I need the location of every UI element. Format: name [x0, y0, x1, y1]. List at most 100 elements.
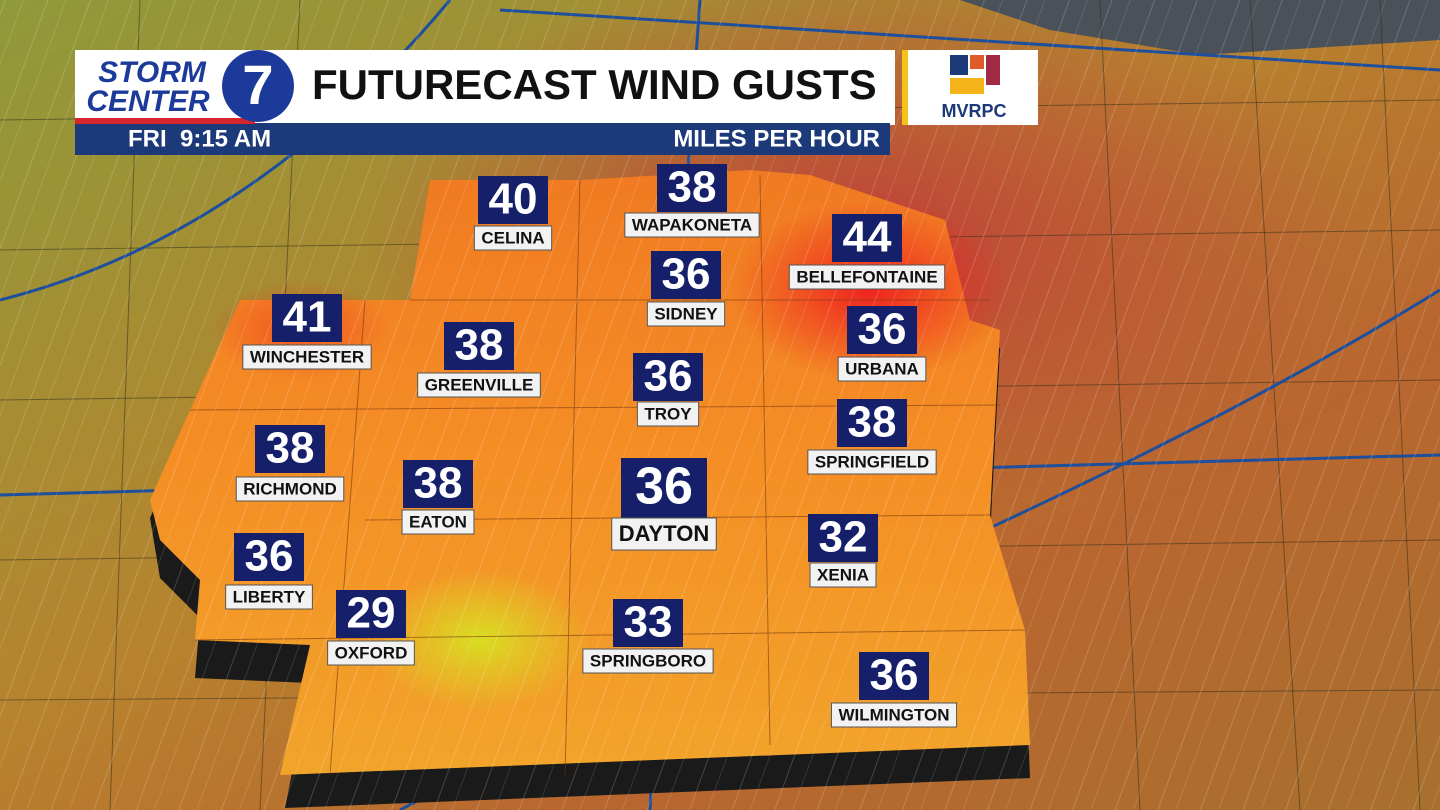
gust-value: 29 — [347, 589, 396, 638]
city-name-box — [242, 344, 372, 370]
units: MILES PER HOUR — [673, 125, 880, 152]
title: FUTURECAST WIND GUSTS — [312, 61, 877, 108]
gust-value: 36 — [662, 250, 711, 299]
logo-bottom: CENTER — [86, 85, 210, 118]
gust-box — [234, 533, 304, 581]
city-label: 38 EATON — [401, 459, 475, 535]
gust-box — [633, 353, 703, 401]
city-name-box — [225, 584, 313, 610]
city-name: SPRINGBORO — [590, 651, 706, 670]
subtitle-bar — [75, 123, 890, 155]
gust-box — [272, 294, 342, 342]
logo-stripe — [75, 118, 255, 124]
city-label: 40 CELINA — [473, 175, 553, 251]
city-name: RICHMOND — [243, 479, 337, 498]
gust-box — [613, 599, 683, 647]
city-label: 41 WINCHESTER — [242, 293, 372, 370]
gust-value: 36 — [870, 651, 919, 700]
gust-box — [837, 399, 907, 447]
gust-value: 38 — [414, 459, 463, 508]
header: STORM CENTER 7 FUTURECAST WIND GUSTS MVR… — [75, 50, 1038, 155]
city-name: EATON — [409, 512, 467, 531]
partner-name: MVRPC — [941, 101, 1006, 121]
city-name-box — [327, 640, 415, 666]
city-name-box — [807, 449, 937, 475]
gust-value: 44 — [843, 213, 892, 262]
gust-value: 38 — [668, 163, 717, 212]
city-name-box — [636, 401, 700, 427]
city-name: TROY — [644, 404, 692, 423]
gust-value: 38 — [455, 321, 504, 370]
city-name-box — [624, 212, 760, 238]
city-name-box — [837, 356, 927, 382]
city-label: 36 DAYTON — [611, 458, 717, 551]
city-name: GREENVILLE — [425, 375, 534, 394]
city-name-box — [809, 562, 877, 588]
city-label: 32 XENIA — [808, 513, 878, 588]
gust-box — [847, 306, 917, 354]
gust-box — [832, 214, 902, 262]
gust-value: 36 — [858, 305, 907, 354]
city-name: URBANA — [845, 359, 919, 378]
city-label: 36 TROY — [633, 352, 703, 427]
city-name-box — [788, 264, 946, 290]
city-label: 38 SPRINGFIELD — [807, 398, 937, 475]
city-name-box — [473, 225, 553, 251]
city-label: 36 SIDNEY — [646, 250, 726, 327]
gust-box — [621, 458, 707, 518]
city-label: 38 WAPAKONETA — [624, 163, 760, 238]
city-label: 36 URBANA — [837, 305, 927, 382]
gust-box — [478, 176, 548, 224]
divider — [902, 50, 908, 125]
city-name: BELLEFONTAINE — [796, 267, 937, 286]
gust-value: 36 — [644, 352, 693, 401]
city-name-box — [417, 372, 541, 398]
logo-circle — [222, 50, 294, 122]
gust-box — [657, 164, 727, 212]
logo-number: 7 — [242, 53, 273, 116]
gust-box — [336, 590, 406, 638]
city-name-box — [401, 509, 475, 535]
city-name: WAPAKONETA — [632, 215, 752, 234]
gust-value: 40 — [489, 175, 538, 224]
city-name: WINCHESTER — [250, 347, 364, 366]
gust-value: 36 — [635, 458, 693, 516]
gust-value: 36 — [245, 532, 294, 581]
gust-box — [859, 652, 929, 700]
city-name: XENIA — [817, 565, 869, 584]
gust-box — [403, 460, 473, 508]
city-name: DAYTON — [619, 521, 709, 546]
title-bar — [75, 50, 895, 125]
partner-logo — [950, 55, 1000, 94]
gust-box — [255, 425, 325, 473]
gust-box — [651, 251, 721, 299]
gust-value: 41 — [283, 293, 332, 342]
city-name-box — [611, 517, 717, 551]
city-name-box — [235, 476, 345, 502]
city-name: SPRINGFIELD — [815, 452, 929, 471]
city-label: 36 WILMINGTON — [830, 651, 958, 728]
city-label: 33 SPRINGBORO — [582, 598, 714, 674]
city-label: 44 BELLEFONTAINE — [788, 213, 946, 290]
city-name-box — [830, 702, 958, 728]
city-labels: 40 CELINA 38 WAPAKONETA 44 BELLEFONTAINE 36 SID… — [225, 163, 958, 728]
gust-value: 33 — [624, 598, 673, 647]
city-name-box — [646, 301, 726, 327]
city-label: 29 OXFORD — [327, 589, 415, 666]
city-label: 36 LIBERTY — [225, 532, 313, 610]
time: FRI 9:15 AM — [128, 125, 271, 152]
gust-value: 38 — [848, 398, 897, 447]
logo-top: STORM — [98, 56, 207, 89]
city-name: LIBERTY — [233, 587, 306, 606]
gust-value: 32 — [819, 513, 868, 562]
city-label: 38 GREENVILLE — [417, 321, 541, 398]
city-name-box — [582, 648, 714, 674]
gust-box — [808, 514, 878, 562]
city-name: WILMINGTON — [838, 705, 949, 724]
gust-box — [444, 322, 514, 370]
gust-value: 38 — [266, 424, 315, 473]
city-name: SIDNEY — [654, 304, 718, 323]
city-name: CELINA — [481, 228, 544, 247]
